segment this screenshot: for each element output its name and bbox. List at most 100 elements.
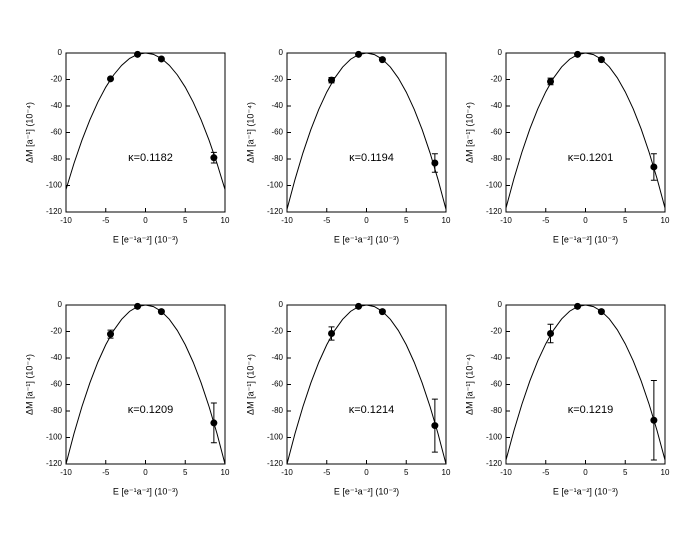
plot-frame — [65, 304, 226, 465]
data-point — [210, 419, 218, 427]
x-tick-label: -5 — [102, 216, 110, 225]
data-point — [328, 76, 336, 84]
annotation: κ=0.1214 — [349, 404, 395, 416]
y-tick-label: 0 — [58, 48, 63, 57]
y-tick-label: -120 — [486, 207, 503, 216]
x-tick-label: 10 — [661, 468, 670, 477]
fit-curve — [65, 304, 226, 465]
plot-frame — [286, 52, 447, 213]
x-tick-label: 5 — [623, 216, 628, 225]
data-point — [431, 422, 439, 430]
y-axis-label: ΔM [a⁻¹] (10⁻⁴) — [24, 354, 34, 415]
data-point — [134, 50, 142, 58]
x-tick-label: -10 — [60, 216, 72, 225]
x-tick-label: 5 — [404, 468, 409, 477]
y-tick-label: -100 — [267, 433, 284, 442]
annotation: κ=0.1209 — [128, 404, 174, 416]
x-tick-label: 5 — [623, 468, 628, 477]
y-axis-label: ΔM [a⁻¹] (10⁻⁴) — [245, 354, 255, 415]
data-point — [650, 416, 658, 424]
y-tick-label: -60 — [490, 380, 502, 389]
y-tick-label: -80 — [271, 406, 283, 415]
y-tick-label: -80 — [490, 406, 502, 415]
x-axis-label: E [e⁻¹a⁻²] (10⁻³) — [113, 486, 178, 496]
y-axis-label: ΔM [a⁻¹] (10⁻⁴) — [464, 354, 474, 415]
y-tick-label: -100 — [46, 181, 63, 190]
x-tick-label: -5 — [542, 468, 550, 477]
y-tick-label: -40 — [50, 101, 62, 110]
annotation: κ=0.1219 — [568, 404, 614, 416]
y-tick-label: -40 — [490, 353, 502, 362]
fit-curve — [65, 52, 226, 190]
x-axis-label: E [e⁻¹a⁻²] (10⁻³) — [334, 234, 399, 244]
y-tick-label: 0 — [279, 300, 284, 309]
x-tick-label: 0 — [364, 468, 369, 477]
x-tick-label: -5 — [102, 468, 110, 477]
data-point — [547, 77, 555, 85]
x-tick-label: 0 — [583, 216, 588, 225]
y-tick-label: -20 — [490, 75, 502, 84]
x-tick-label: 10 — [221, 216, 230, 225]
y-tick-label: -40 — [490, 101, 502, 110]
y-tick-label: -120 — [267, 459, 284, 468]
x-tick-label: -10 — [281, 468, 293, 477]
y-tick-label: -60 — [271, 380, 283, 389]
data-point — [355, 50, 363, 58]
y-tick-label: -60 — [490, 128, 502, 137]
annotation: κ=0.1201 — [568, 152, 614, 164]
y-tick-label: -100 — [46, 433, 63, 442]
y-tick-label: -80 — [50, 406, 62, 415]
y-axis-label: ΔM [a⁻¹] (10⁻⁴) — [245, 102, 255, 163]
y-tick-label: -120 — [46, 207, 63, 216]
y-tick-label: 0 — [58, 300, 63, 309]
y-tick-label: -60 — [50, 380, 62, 389]
x-tick-label: 5 — [404, 216, 409, 225]
plot-frame — [505, 304, 666, 465]
x-tick-label: 10 — [661, 216, 670, 225]
y-axis-label: ΔM [a⁻¹] (10⁻⁴) — [24, 102, 34, 163]
y-tick-label: -20 — [490, 327, 502, 336]
x-tick-label: 10 — [221, 468, 230, 477]
data-point — [547, 329, 555, 337]
data-point — [107, 75, 115, 83]
x-tick-label: 0 — [583, 468, 588, 477]
x-tick-label: -5 — [323, 468, 331, 477]
fit-curve — [505, 52, 666, 209]
y-tick-label: -20 — [50, 75, 62, 84]
data-point — [378, 56, 386, 64]
x-tick-label: -5 — [542, 216, 550, 225]
y-tick-label: -100 — [486, 181, 503, 190]
x-tick-label: 0 — [143, 216, 148, 225]
y-tick-label: -20 — [271, 327, 283, 336]
data-point — [597, 56, 605, 64]
y-tick-label: 0 — [279, 48, 284, 57]
y-axis-label: ΔM [a⁻¹] (10⁻⁴) — [464, 102, 474, 163]
y-tick-label: 0 — [498, 48, 503, 57]
data-point — [650, 163, 658, 171]
fit-curve — [505, 304, 666, 461]
y-tick-label: -40 — [50, 353, 62, 362]
data-point — [597, 308, 605, 316]
y-tick-label: -80 — [271, 154, 283, 163]
data-point — [378, 308, 386, 316]
plot-frame — [505, 52, 666, 213]
data-point — [574, 50, 582, 58]
plot-frame — [65, 52, 226, 213]
y-tick-label: -60 — [271, 128, 283, 137]
data-point — [157, 55, 165, 63]
y-tick-label: -100 — [267, 181, 284, 190]
x-tick-label: 0 — [143, 468, 148, 477]
data-point — [355, 302, 363, 310]
data-point — [134, 302, 142, 310]
x-tick-label: 10 — [442, 468, 451, 477]
x-tick-label: -10 — [500, 216, 512, 225]
y-tick-label: -20 — [50, 327, 62, 336]
data-point — [328, 329, 336, 337]
x-tick-label: -10 — [500, 468, 512, 477]
y-tick-label: -80 — [50, 154, 62, 163]
y-tick-label: -100 — [486, 433, 503, 442]
data-point — [210, 154, 218, 162]
x-axis-label: E [e⁻¹a⁻²] (10⁻³) — [334, 486, 399, 496]
y-tick-label: -40 — [271, 101, 283, 110]
